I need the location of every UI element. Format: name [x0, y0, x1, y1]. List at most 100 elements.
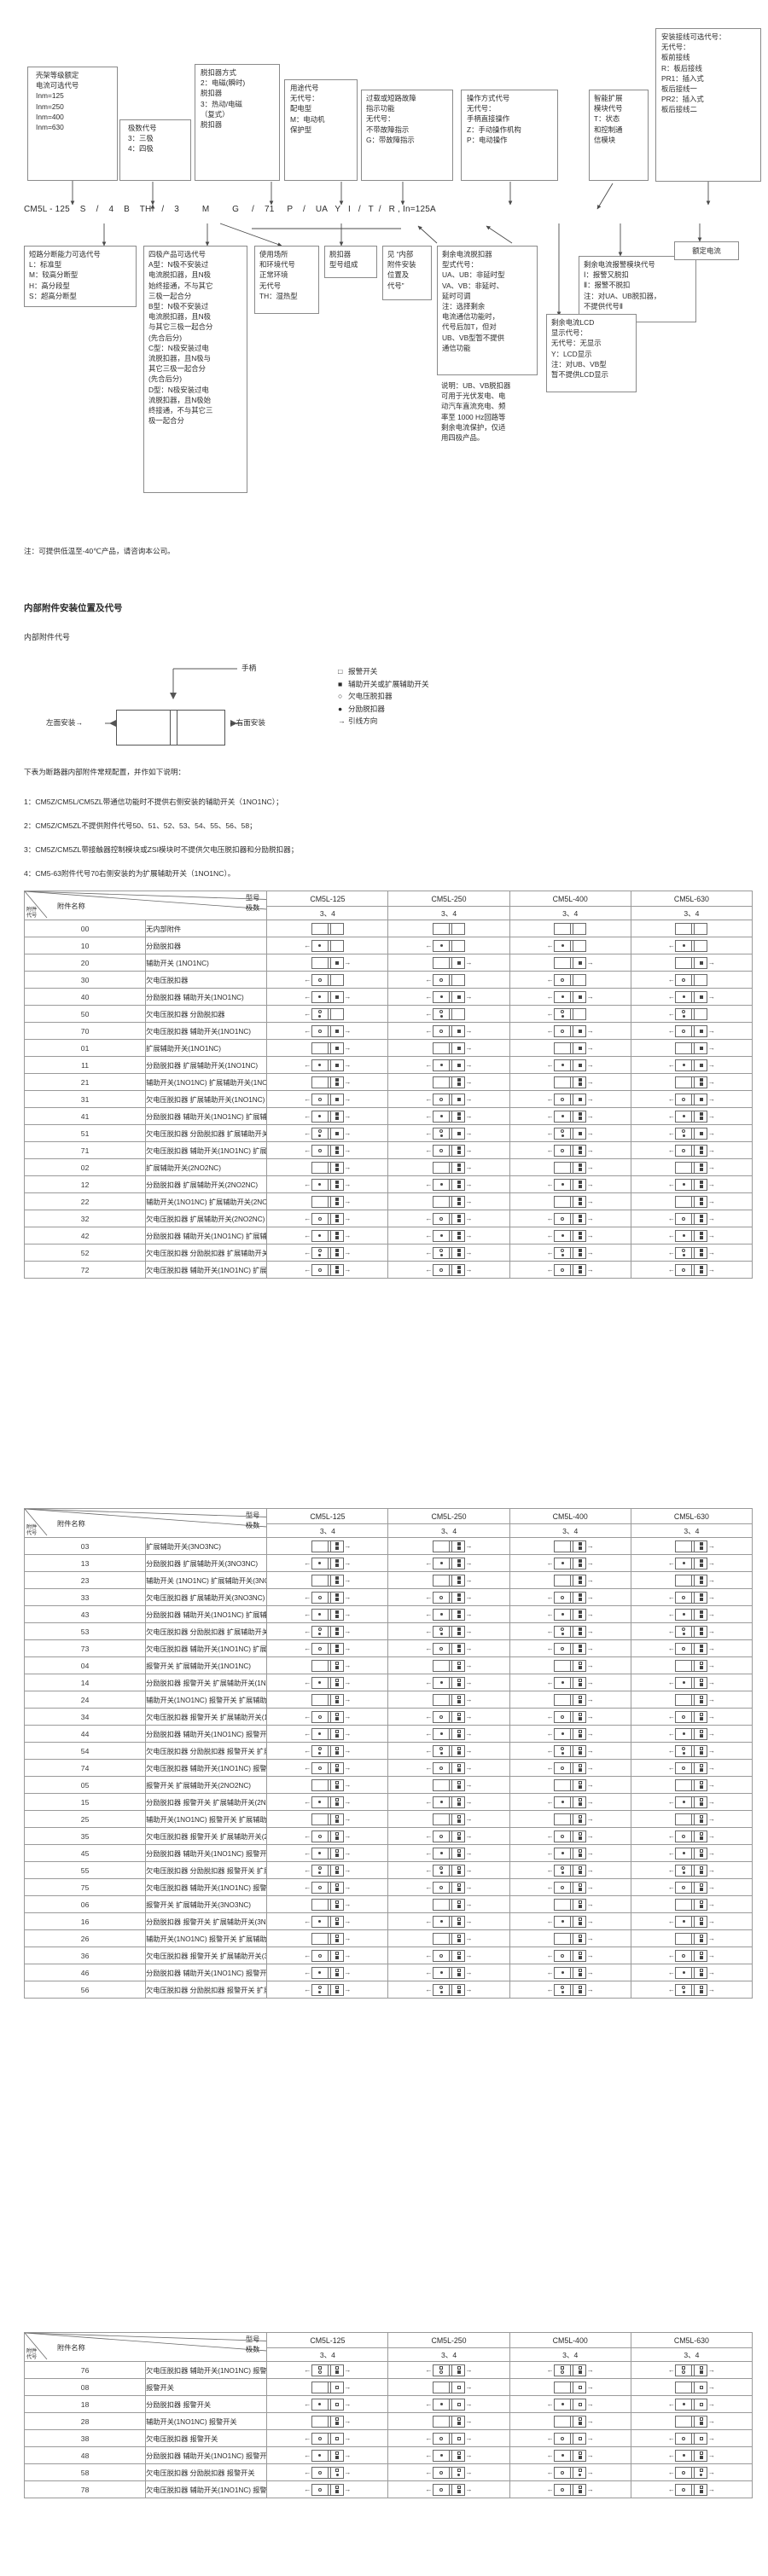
- smart-module-box: 智能扩展 模块代号 T：状态 和控制通 信模块: [589, 90, 649, 181]
- sq-fill-symbol: [578, 1181, 582, 1184]
- breaker-outline: [311, 1127, 344, 1140]
- breaker-outline: [554, 1263, 587, 1276]
- left-compartment: [312, 924, 328, 934]
- right-lead-arrow-icon: →: [344, 1094, 352, 1103]
- ci-open-symbol: [439, 1986, 444, 1989]
- right-compartment: [695, 1146, 707, 1156]
- sq-open-symbol: [578, 1866, 582, 1870]
- accessory-diagram-cell: ←→: [266, 1175, 389, 1193]
- accessory-diagram-cell: ←→: [266, 1827, 389, 1845]
- right-compartment: [695, 2485, 707, 2495]
- breaker-outline: [675, 1744, 708, 1757]
- accessory-position-diagram: ←→: [667, 1557, 715, 1570]
- right-compartment: [331, 2399, 344, 2410]
- breaker-outline: [675, 1127, 708, 1140]
- breaker-outline: [433, 1127, 466, 1140]
- breaker-outline: [433, 1727, 466, 1740]
- ci-open-symbol: [561, 1216, 565, 1221]
- ci-fill-symbol: [561, 2454, 564, 2457]
- left-compartment: [312, 1644, 328, 1654]
- sq-fill-symbol: [699, 1871, 703, 1874]
- right-lead-arrow-icon: →: [344, 1610, 352, 1618]
- accessory-position-diagram: ←→: [546, 1263, 594, 1277]
- sq-fill-symbol: [578, 1576, 582, 1580]
- accessory-name-cell: 辅助开关 (1NO1NC): [145, 954, 268, 972]
- ci-open-symbol: [561, 1249, 565, 1252]
- left-lead-arrow-icon: ←: [546, 975, 554, 983]
- ci-fill-symbol: [439, 1115, 443, 1117]
- ci-fill-symbol: [682, 1990, 685, 1993]
- accessory-diagram-cell: ←→: [630, 971, 753, 989]
- accessory-position-diagram: ←→: [546, 1574, 594, 1587]
- left-lead-arrow-icon: ←: [425, 1968, 433, 1976]
- left-compartment: [555, 1951, 570, 1961]
- sq-fill-symbol: [578, 1219, 582, 1222]
- sq-fill-symbol: [699, 1593, 703, 1597]
- left-lead-arrow-icon: ←: [546, 1128, 554, 1137]
- right-lead-arrow-icon: →: [586, 1111, 594, 1120]
- accessory-diagram-cell: ←→: [266, 1158, 389, 1176]
- accessory-diagram-cell: ←→: [387, 1674, 510, 1691]
- breaker-outline: [675, 1864, 708, 1877]
- accessory-position-diagram: ←→: [425, 1949, 473, 1963]
- left-compartment: [555, 1729, 570, 1739]
- left-lead-arrow-icon: ←: [546, 1111, 554, 1120]
- right-lead-arrow-icon: →: [707, 2416, 715, 2425]
- accessory-name-cell: 辅助开关 (1NO1NC) 扩展辅助开关(3NO3NC): [145, 1571, 268, 1589]
- right-lead-arrow-icon: →: [465, 1951, 473, 1959]
- model-header: 型号: [245, 1511, 260, 1519]
- pole-column-header: 3、4: [630, 1523, 753, 1538]
- accessory-position-diagram: ←→: [667, 990, 715, 1004]
- accessory-diagram-cell: ←→: [509, 2395, 631, 2413]
- breaker-outline: [311, 1676, 344, 1689]
- accessory-position-diagram: ←→: [304, 1932, 352, 1946]
- right-compartment: [452, 1214, 465, 1224]
- sq-fill-symbol: [578, 1232, 582, 1235]
- accessory-code-cell: 40: [23, 988, 147, 1006]
- legend-item: ○ 欠电压脱扣器: [338, 690, 429, 703]
- accessory-diagram-cell: ←→: [266, 1895, 389, 1913]
- ci-fill-symbol: [318, 1613, 322, 1616]
- breaker-outline: [311, 1915, 344, 1928]
- right-compartment: [331, 1900, 344, 1910]
- right-compartment: [695, 1627, 707, 1637]
- sq-fill-symbol: [699, 1151, 703, 1154]
- ci-fill-symbol: [561, 1681, 564, 1684]
- breaker-outline: [311, 1608, 344, 1621]
- accessory-name-cell: 欠电压脱扣器 分励脱扣器: [145, 1005, 268, 1023]
- accessory-name-cell: 报警开关 扩展辅助开关(2NO2NC): [145, 1776, 268, 1794]
- sq-open-symbol: [699, 1696, 703, 1699]
- accessory-diagram-cell: ←→: [387, 1056, 510, 1074]
- right-lead-arrow-icon: →: [344, 1593, 352, 1601]
- ci-open-symbol: [682, 2470, 686, 2474]
- right-compartment: [573, 1180, 586, 1190]
- right-lead-arrow-icon: →: [707, 2468, 715, 2476]
- sq-open-symbol: [699, 1747, 703, 1750]
- accessory-diagram-cell: ←→: [387, 1554, 510, 1572]
- accessory-code-cell: 02: [23, 1158, 147, 1176]
- left-compartment: [312, 1985, 328, 1995]
- sq-open-symbol: [578, 1952, 582, 1955]
- left-lead-arrow-icon: ←: [667, 1951, 675, 1959]
- accessory-position-diagram: ←→: [425, 1710, 473, 1724]
- breaker-outline: [311, 2483, 344, 2496]
- sq-fill-symbol: [699, 1266, 703, 1269]
- right-compartment: [331, 1163, 344, 1173]
- breaker-outline: [433, 2415, 466, 2428]
- left-compartment: [555, 1644, 570, 1654]
- right-compartment: [331, 1060, 344, 1070]
- left-compartment: [676, 1661, 691, 1671]
- accessory-position-diagram: ←→: [304, 1625, 352, 1639]
- sq-open-symbol: [335, 1866, 340, 1870]
- accessory-position-diagram: ←→: [304, 939, 352, 953]
- left-lead-arrow-icon: ←: [425, 1865, 433, 1874]
- left-compartment: [433, 975, 449, 985]
- sq-fill-symbol: [457, 2490, 461, 2493]
- sq-fill-symbol: [578, 1956, 582, 1959]
- accessory-position-diagram: ←→: [667, 922, 715, 936]
- right-compartment: [331, 1883, 344, 1893]
- release-type-box: 脱扣器方式 2：电磁(瞬时) 脱扣器 3：热动/电磁 （复式） 脱扣器: [195, 64, 280, 181]
